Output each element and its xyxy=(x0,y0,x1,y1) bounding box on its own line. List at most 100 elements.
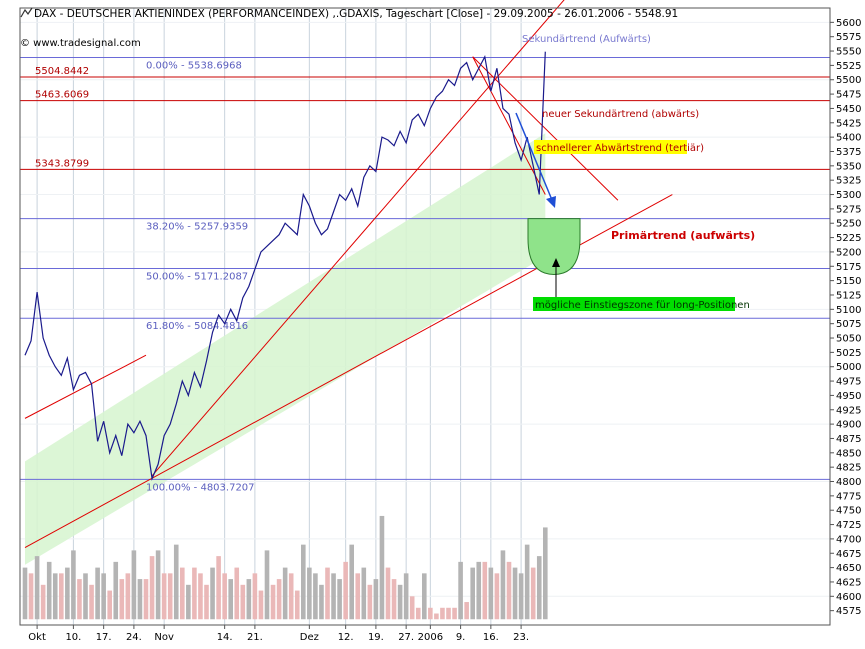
x-tick-label: 2006 xyxy=(418,632,443,643)
annotation-text: Primärtrend (aufwärts) xyxy=(611,229,755,242)
y-tick-label: 5550 xyxy=(836,47,861,58)
volume-bar xyxy=(403,573,409,620)
volume-bar xyxy=(167,573,173,620)
volume-bar xyxy=(301,544,306,620)
x-tick-label: 16. xyxy=(483,632,499,643)
y-tick-label: 5025 xyxy=(836,348,861,359)
volume-bar xyxy=(391,579,397,620)
y-tick-label: 4825 xyxy=(836,463,861,474)
fib-level-label: 100.00% - 4803.7207 xyxy=(146,482,255,493)
volume-bar xyxy=(397,584,403,620)
volume-bar xyxy=(216,556,221,620)
volume-bar xyxy=(470,567,475,620)
volume-bar xyxy=(379,515,385,620)
trend-channel-band xyxy=(25,133,546,565)
y-tick-label: 4975 xyxy=(836,377,861,388)
resistance-level-label: 5463.6069 xyxy=(35,90,89,101)
trend-line xyxy=(472,56,546,195)
volume-bar xyxy=(210,567,215,620)
y-tick-label: 4900 xyxy=(836,420,861,431)
x-tick-label: 17. xyxy=(96,632,112,643)
y-tick-label: 5250 xyxy=(836,219,861,230)
y-tick-label: 4700 xyxy=(836,534,861,545)
volume-bar xyxy=(270,584,276,620)
volume-bar xyxy=(415,607,421,620)
y-tick-label: 5375 xyxy=(836,147,861,158)
annotation-text: schnellerer Abwärtstrend (tertiär) xyxy=(536,143,704,154)
x-tick-label: Nov xyxy=(154,632,174,643)
y-tick-label: 5325 xyxy=(836,176,861,187)
volume-bar xyxy=(530,567,536,620)
fib-level-label: 0.00% - 5538.6968 xyxy=(146,61,242,72)
y-tick-label: 5225 xyxy=(836,233,861,244)
chart-type-icon xyxy=(20,7,33,18)
fib-level-label: 38.20% - 5257.9359 xyxy=(146,222,248,233)
entry-zone-shape xyxy=(527,218,581,275)
fib-level-label: 50.00% - 5171.2087 xyxy=(146,271,248,282)
volume-bar xyxy=(367,584,373,620)
x-tick-label: Dez xyxy=(300,632,319,643)
entry-zone-layer xyxy=(527,218,581,275)
volume-bar xyxy=(101,573,106,620)
volume-bar xyxy=(222,573,227,620)
y-tick-label: 5050 xyxy=(836,334,861,345)
volume-bar xyxy=(452,607,457,620)
volume-bar xyxy=(482,561,488,620)
volume-bar xyxy=(173,544,179,620)
y-tick-label: 5425 xyxy=(836,118,861,129)
volume-bar xyxy=(349,544,354,620)
volume-bar xyxy=(34,556,40,620)
y-tick-label: 5300 xyxy=(836,190,861,201)
volume-bar xyxy=(40,584,46,620)
volume-bar xyxy=(446,607,451,620)
volume-bar xyxy=(131,550,137,620)
volume-bar xyxy=(113,561,119,620)
volume-bar xyxy=(77,579,82,620)
x-tick-label: Okt xyxy=(28,632,46,643)
copyright-text: © www.tradesignal.com xyxy=(20,38,141,49)
volume-bar xyxy=(331,573,336,620)
volume-bar xyxy=(373,579,379,620)
y-tick-label: 5100 xyxy=(836,305,861,316)
volume-bar xyxy=(337,579,342,620)
volume-bar xyxy=(234,567,240,620)
volume-bar xyxy=(276,579,282,620)
volume-bar xyxy=(161,573,167,620)
volume-bar xyxy=(385,567,391,620)
volume-bar xyxy=(149,556,155,620)
volume-bar xyxy=(264,550,270,620)
y-tick-label: 4800 xyxy=(836,477,861,488)
volume-bar xyxy=(228,579,233,620)
resistance-level-label: 5504.8442 xyxy=(35,66,89,77)
annotation-badge xyxy=(534,140,687,154)
volume-bar xyxy=(458,561,463,620)
annotation-text: mögliche Einstiegszone für long-Position… xyxy=(535,300,750,311)
volume-bar xyxy=(119,579,125,620)
plot-frame xyxy=(19,7,831,626)
volume-bar xyxy=(71,550,76,620)
volume-bar xyxy=(192,567,197,620)
y-tick-label: 5125 xyxy=(836,290,861,301)
volume-bar xyxy=(89,584,94,620)
y-tick-label: 5075 xyxy=(836,319,861,330)
y-tick-label: 5450 xyxy=(836,104,861,115)
annotation-text: neuer Sekundärtrend (abwärts) xyxy=(542,109,699,120)
y-tick-label: 4925 xyxy=(836,405,861,416)
volume-bar xyxy=(125,573,131,620)
volume-bar xyxy=(258,590,264,620)
volume-bar xyxy=(107,590,112,620)
y-tick-label: 5600 xyxy=(836,18,861,29)
y-tick-label: 5500 xyxy=(836,75,861,86)
y-tick-label: 5275 xyxy=(836,204,861,215)
trend-line xyxy=(151,0,565,477)
x-tick-label: 9. xyxy=(456,632,466,643)
annotation-badge xyxy=(533,297,735,311)
volume-bar xyxy=(52,573,58,620)
volume-bar xyxy=(464,602,469,620)
y-tick-label: 5150 xyxy=(836,276,861,287)
volume-bar xyxy=(361,567,367,620)
volume-bar xyxy=(355,573,361,620)
fib-level-label: 61.80% - 5084.4816 xyxy=(146,321,248,332)
